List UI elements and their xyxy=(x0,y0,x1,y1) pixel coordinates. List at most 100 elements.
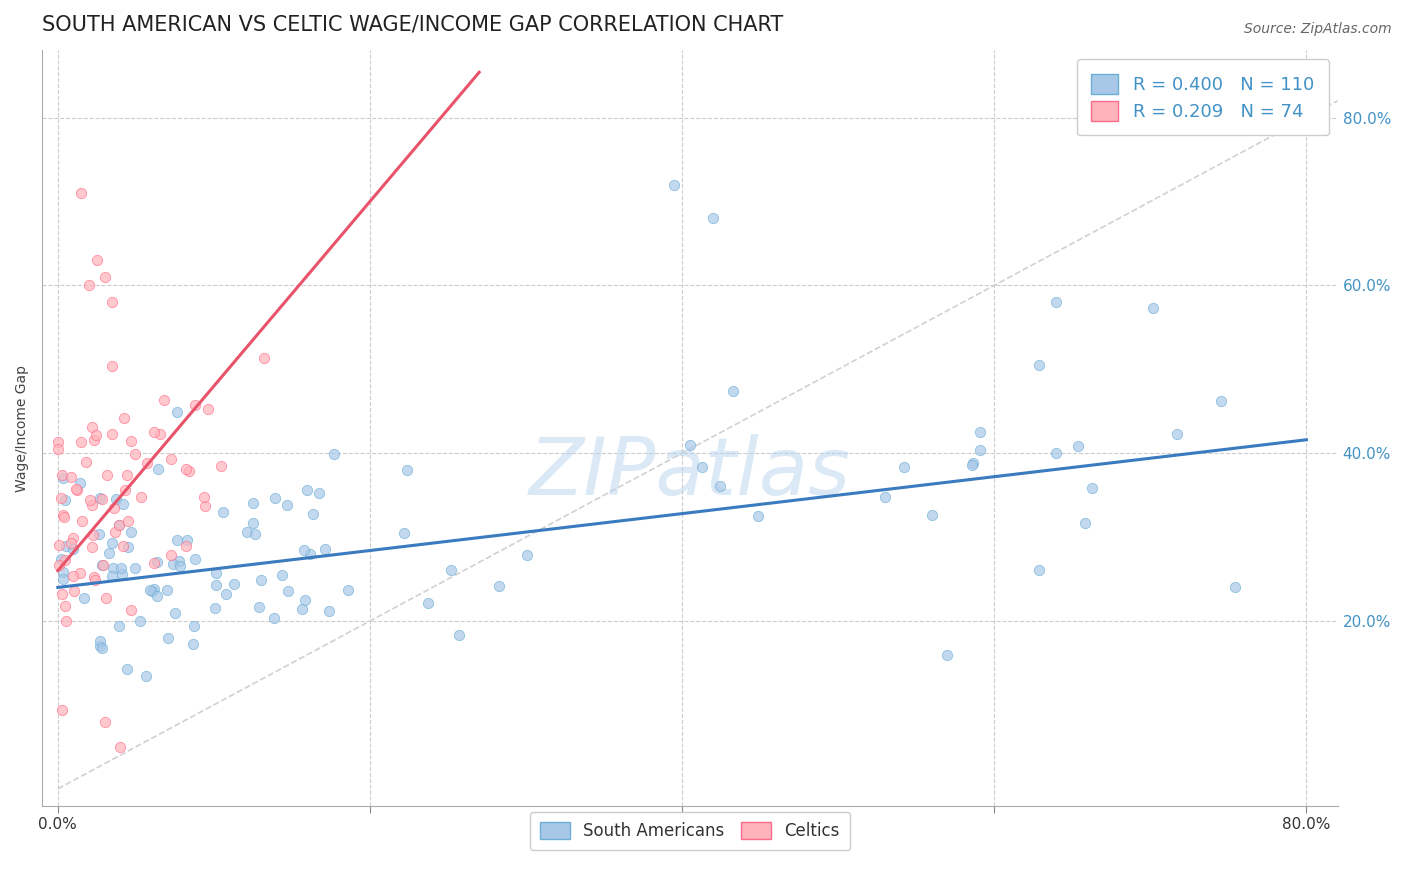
Point xyxy=(314,542,336,557)
Point xyxy=(70,186,93,200)
Point xyxy=(515,548,537,562)
Point xyxy=(702,211,724,226)
Point xyxy=(89,634,111,648)
Point xyxy=(747,509,769,524)
Point xyxy=(488,579,510,593)
Point xyxy=(263,491,285,505)
Point xyxy=(322,448,344,462)
Point xyxy=(96,591,118,605)
Point xyxy=(51,468,73,483)
Point xyxy=(117,467,139,482)
Point xyxy=(250,573,273,587)
Point xyxy=(90,492,112,507)
Point xyxy=(115,662,138,676)
Point xyxy=(62,568,84,582)
Point xyxy=(969,443,991,458)
Text: ZIPatlas: ZIPatlas xyxy=(529,434,851,512)
Point xyxy=(960,458,983,472)
Point xyxy=(294,592,316,607)
Point xyxy=(176,533,198,547)
Point xyxy=(416,596,439,610)
Point xyxy=(146,589,169,603)
Point xyxy=(93,714,115,729)
Point xyxy=(242,516,264,530)
Point xyxy=(276,498,298,512)
Point xyxy=(174,462,197,476)
Point xyxy=(302,507,325,521)
Point xyxy=(97,546,120,560)
Point xyxy=(222,577,245,591)
Point xyxy=(263,610,285,624)
Point xyxy=(100,536,122,550)
Point xyxy=(55,615,77,629)
Point xyxy=(111,497,134,511)
Point xyxy=(112,410,135,425)
Point xyxy=(104,524,127,539)
Point xyxy=(205,566,228,580)
Point xyxy=(80,420,103,434)
Point xyxy=(135,456,157,470)
Point xyxy=(143,425,166,439)
Point xyxy=(969,425,991,439)
Point xyxy=(73,591,96,606)
Text: Source: ZipAtlas.com: Source: ZipAtlas.com xyxy=(1244,22,1392,37)
Point xyxy=(148,427,170,442)
Point xyxy=(108,518,131,533)
Point xyxy=(51,552,73,566)
Point xyxy=(60,470,83,484)
Y-axis label: Wage/Income Gap: Wage/Income Gap xyxy=(15,365,30,491)
Point xyxy=(62,531,84,545)
Point xyxy=(936,648,959,662)
Point xyxy=(270,567,292,582)
Legend: R = 0.400   N = 110, R = 0.209   N = 74: R = 0.400 N = 110, R = 0.209 N = 74 xyxy=(1077,60,1329,136)
Point xyxy=(110,561,132,575)
Point xyxy=(110,739,132,754)
Point xyxy=(62,542,84,557)
Point xyxy=(873,491,896,505)
Point xyxy=(76,455,98,469)
Point xyxy=(253,351,276,366)
Point xyxy=(82,528,104,542)
Point xyxy=(52,470,75,484)
Point xyxy=(184,398,207,412)
Point xyxy=(46,434,69,449)
Point xyxy=(51,703,73,717)
Point xyxy=(1028,563,1050,577)
Point xyxy=(184,551,207,566)
Point xyxy=(318,604,340,618)
Point xyxy=(1211,394,1233,409)
Point xyxy=(160,452,183,467)
Point xyxy=(105,492,128,507)
Point xyxy=(243,527,266,541)
Point xyxy=(299,547,322,561)
Point xyxy=(69,566,91,581)
Point xyxy=(52,565,75,579)
Point xyxy=(197,402,219,417)
Point xyxy=(101,560,124,574)
Point xyxy=(101,359,124,374)
Point xyxy=(440,563,463,577)
Point xyxy=(337,582,360,597)
Point xyxy=(101,295,124,310)
Point xyxy=(211,458,233,473)
Text: SOUTH AMERICAN VS CELTIC WAGE/INCOME GAP CORRELATION CHART: SOUTH AMERICAN VS CELTIC WAGE/INCOME GAP… xyxy=(42,15,783,35)
Point xyxy=(1074,516,1097,530)
Point xyxy=(893,459,915,474)
Point xyxy=(77,278,100,293)
Point xyxy=(89,526,111,541)
Point xyxy=(49,491,72,505)
Point xyxy=(169,559,191,574)
Point xyxy=(142,582,165,596)
Point xyxy=(166,533,188,548)
Point xyxy=(235,524,257,539)
Point xyxy=(60,536,83,550)
Point xyxy=(66,483,89,498)
Point xyxy=(1045,295,1067,310)
Point xyxy=(152,393,174,408)
Point xyxy=(129,614,152,628)
Point xyxy=(155,583,177,598)
Point xyxy=(53,492,76,507)
Point xyxy=(79,492,101,507)
Point xyxy=(679,438,702,452)
Point xyxy=(48,558,70,573)
